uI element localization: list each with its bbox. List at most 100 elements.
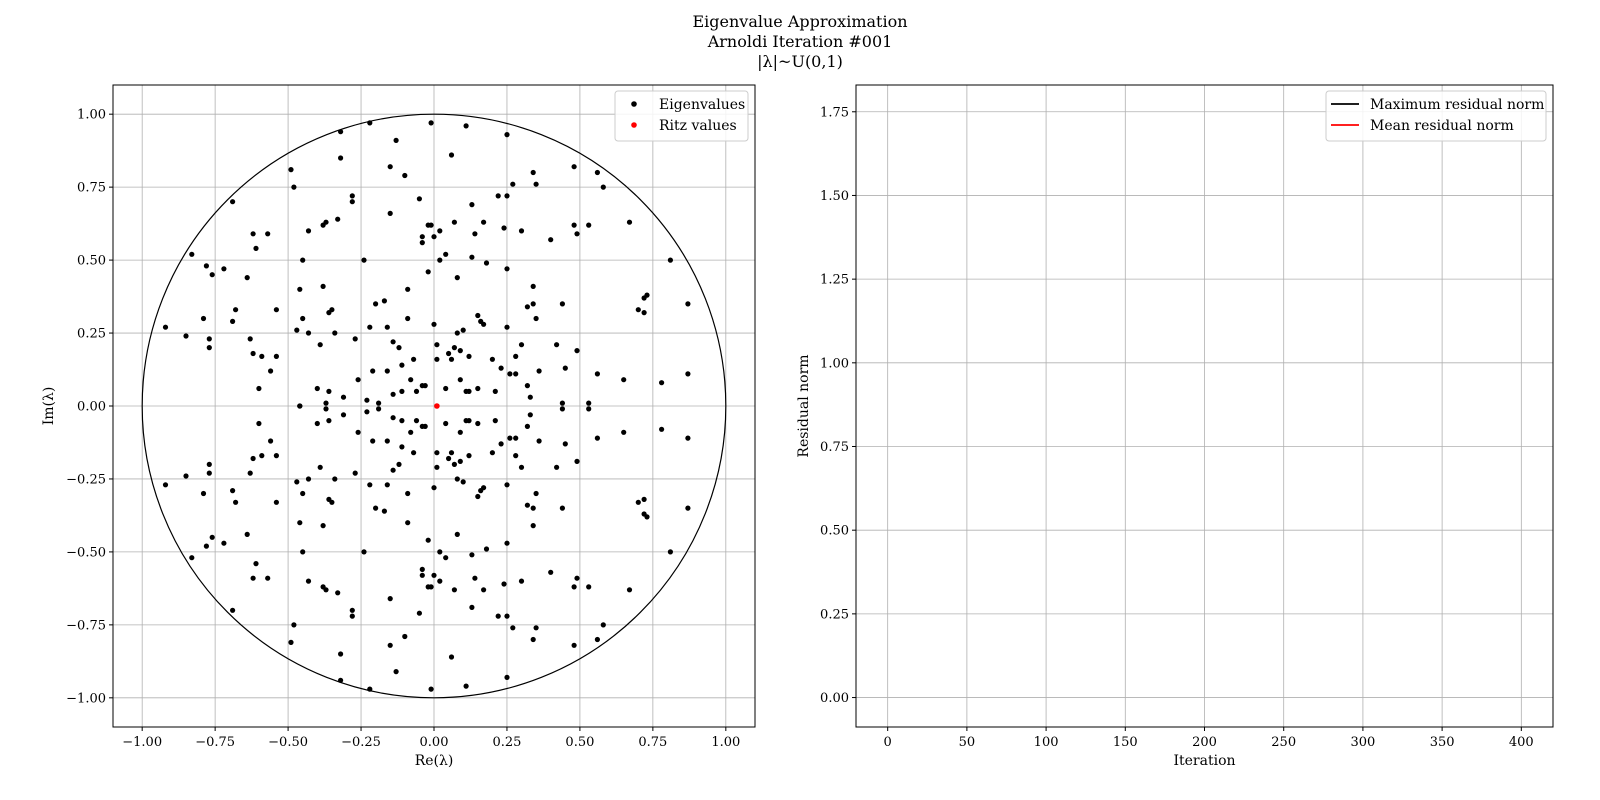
eigenvalue-point (431, 485, 437, 491)
eigenvalue-point (448, 654, 455, 660)
eigenvalue-point (469, 604, 475, 611)
eigenvalue-point (483, 260, 490, 266)
eigenvalue-point (504, 482, 510, 488)
eigenvalue-point (434, 464, 440, 470)
eigenvalue-point (373, 301, 379, 307)
eigenvalue-point (659, 380, 665, 386)
eigenvalue-point (419, 240, 425, 246)
eigenvalue-point (323, 400, 329, 406)
eigenvalue-point (250, 455, 256, 462)
y-tick-label: 0.00 (820, 691, 849, 706)
eigenvalue-point (265, 575, 271, 581)
eigenvalue-point (562, 365, 568, 371)
eigenvalue-point (253, 245, 259, 251)
y-tick-label: 1.00 (77, 108, 106, 123)
eigenvalue-point (399, 388, 405, 394)
eigenvalue-point (361, 257, 367, 263)
eigenvalue-point (291, 622, 297, 628)
eigenvalue-point (431, 321, 437, 327)
eigenvalue-point (451, 461, 457, 467)
eigenvalue-point (483, 546, 490, 552)
eigenvalue-point (621, 377, 627, 383)
eigenvalue-point (259, 353, 265, 359)
title-line-3: |λ|~U(0,1) (757, 52, 843, 71)
eigenvalue-point (373, 505, 379, 511)
eigenvalue-point (411, 450, 417, 456)
eigenvalue-point (533, 625, 539, 631)
eigenvalue-point (513, 353, 519, 359)
eigenvalue-point (230, 488, 236, 494)
eigenvalue-point (367, 324, 373, 330)
eigenvalue-point (463, 683, 469, 689)
eigenvalue-point (183, 473, 189, 479)
eigenvalue-point (326, 418, 332, 424)
eigenvalue-point (390, 467, 396, 473)
y-tick-label: 0.75 (820, 440, 849, 455)
eigenvalue-point (451, 587, 457, 593)
eigenvalue-point (507, 435, 513, 441)
legend: Maximum residual norm Mean residual norm (1325, 90, 1547, 142)
eigenvalue-point (518, 342, 525, 348)
eigenvalue-point (498, 365, 504, 371)
eigenvalue-point (288, 167, 294, 173)
eigenvalue-point (437, 228, 443, 234)
y-tick-label: 0.00 (77, 400, 106, 415)
eigenvalue-point (554, 342, 560, 348)
eigenvalue-point (530, 169, 536, 176)
eigenvalue-point (247, 336, 253, 342)
eigenvalue-point (273, 453, 279, 459)
eigenvalue-point (305, 578, 312, 584)
eigenvalue-point (402, 633, 408, 640)
eigenvalue-point (320, 283, 326, 289)
eigenvalue-point (510, 181, 516, 187)
eigenvalue-point (349, 199, 355, 205)
eigenvalue-point (370, 438, 376, 444)
legend-ritz-label: Ritz values (659, 118, 737, 134)
eigenvalue-point (685, 301, 691, 307)
eigenvalue-point (594, 169, 601, 176)
eigenvalue-point (305, 228, 312, 234)
eigenvalue-point (559, 406, 566, 412)
eigenvalue-point (513, 435, 519, 441)
legend-eigenvalues-marker (631, 101, 637, 107)
eigenvalue-point (475, 420, 481, 427)
unit-circle (141, 113, 727, 699)
eigenvalue-point (434, 342, 440, 348)
eigenvalue-point (501, 225, 507, 231)
eigenvalue-point (387, 164, 393, 170)
eigenvalue-point (200, 490, 207, 497)
eigenvalue-point (273, 307, 279, 313)
eigenvalue-point (562, 441, 568, 447)
eigenvalue-point (554, 464, 560, 470)
eigenvalue-point (419, 566, 425, 573)
eigenvalue-point (370, 368, 376, 374)
eigenvalue-point (419, 423, 425, 429)
eigenvalue-point (294, 479, 300, 485)
eigenvalue-point (518, 578, 525, 584)
eigenvalue-point (472, 231, 478, 237)
legend-max-residual-label: Maximum residual norm (1370, 97, 1544, 113)
x-tick-label: 400 (1509, 735, 1534, 750)
eigenvalue-point (381, 508, 387, 514)
eigenvalue-point (320, 523, 326, 529)
eigenvalue-point (416, 196, 422, 202)
eigenvalue-point (349, 193, 355, 199)
eigenvalue-point (367, 686, 373, 692)
eigenvalue-point (530, 636, 536, 643)
figure-title: Eigenvalue Approximation Arnoldi Iterati… (0, 12, 1600, 72)
eigenvalue-point (340, 412, 347, 418)
eigenvalue-point (641, 496, 647, 502)
x-tick-label: −0.25 (341, 735, 381, 750)
eigenvalue-point (659, 426, 665, 432)
eigenvalue-point (364, 409, 370, 415)
eigenvalue-point (530, 301, 536, 307)
eigenvalue-point (574, 231, 580, 237)
y-tick-label: 1.75 (820, 105, 849, 120)
eigenvalue-point (314, 420, 320, 427)
eigenvalue-point (297, 403, 303, 409)
eigenvalue-point (329, 499, 335, 505)
eigenvalue-point (443, 251, 449, 257)
eigenvalue-point (250, 350, 256, 357)
legend-eigenvalues-label: Eigenvalues (659, 97, 745, 113)
eigenvalue-point (384, 482, 390, 488)
